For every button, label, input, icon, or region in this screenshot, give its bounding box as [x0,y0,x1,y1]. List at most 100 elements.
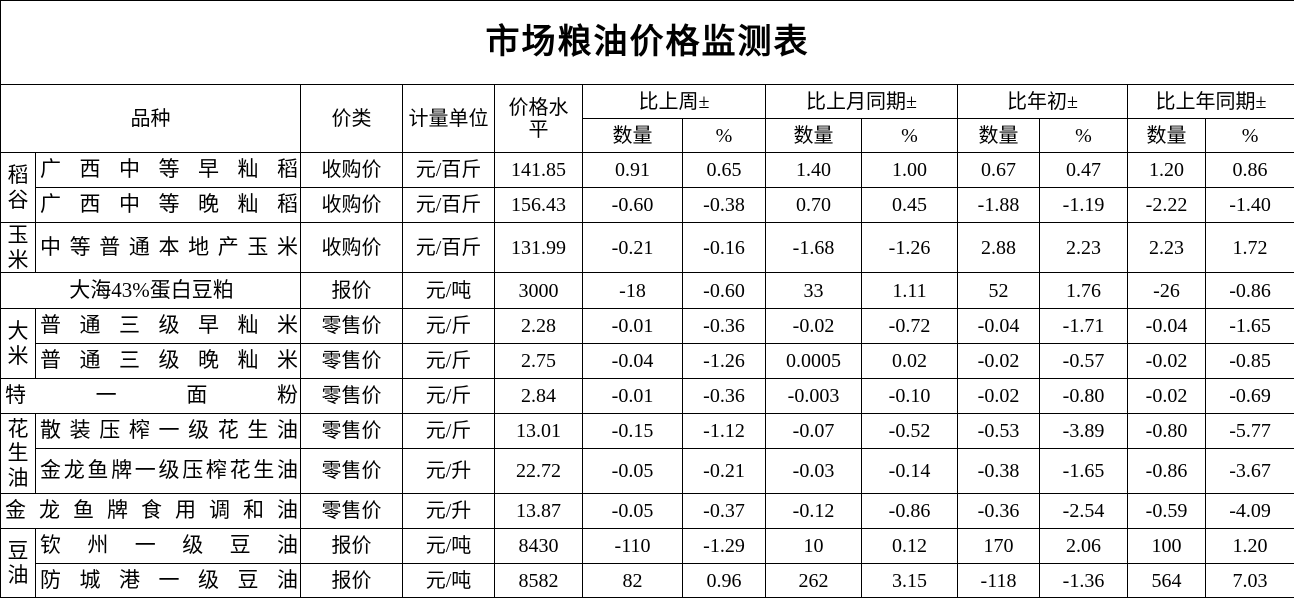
change-quantity: 33 [765,272,862,309]
change-quantity: -0.12 [765,493,862,529]
unit: 元/吨 [402,528,495,564]
price-type: 收购价 [300,222,403,273]
price-level: 2.84 [494,378,583,414]
category-label: 玉米 [0,222,36,273]
unit: 元/百斤 [402,222,495,273]
change-quantity: 82 [582,563,683,598]
change-quantity: -0.04 [1127,308,1206,344]
change-percent: -1.36 [1039,563,1128,598]
change-percent: 0.86 [1204,152,1294,188]
variety-name: 大海43%蛋白豆粕 [0,272,301,309]
header-group: 比年初± [957,84,1128,119]
variety-name: 广西中等晚籼稻 [35,187,301,223]
table-row: 玉米 中等普通本地产玉米 收购价 元/百斤 131.99 -0.21 -0.16 -1.68-… [0,222,1294,273]
header-quantity: 数量 [765,118,862,153]
price-type: 零售价 [300,493,403,529]
change-percent: 0.47 [1039,152,1128,188]
variety-name: 散装压榨一级花生油 [35,413,301,449]
change-percent: -0.85 [1204,343,1294,379]
change-quantity: 1.20 [1127,152,1206,188]
price-type: 收购价 [300,187,403,223]
price-level: 22.72 [494,448,583,494]
change-quantity: 10 [765,528,862,564]
variety-name: 广西中等早籼稻 [35,152,301,188]
unit: 元/升 [402,493,495,529]
change-quantity: 0.0005 [765,343,862,379]
change-quantity: -0.02 [1127,378,1206,414]
change-quantity: -0.02 [957,378,1040,414]
unit: 元/吨 [402,563,495,598]
change-percent: -0.86 [1204,272,1294,309]
change-percent: -0.16 [682,222,766,273]
price-level: 141.85 [494,152,583,188]
page-title: 市场粮油价格监测表 [0,0,1294,85]
header-percent: % [1039,118,1128,153]
unit: 元/斤 [402,308,495,344]
change-percent: -1.71 [1039,308,1128,344]
variety-name: 钦州一级豆油 [35,528,301,564]
unit: 元/斤 [402,343,495,379]
change-percent: -1.40 [1204,187,1294,223]
header-group: 比上月同期± [765,84,958,119]
price-level: 8430 [494,528,583,564]
header-quantity: 数量 [957,118,1040,153]
change-quantity: -0.60 [582,187,683,223]
table-row: 花生油 散装压榨一级花生油 零售价 元/斤 13.01 -0.15 -1.12 -0.07 -0… [0,413,1294,494]
change-quantity: -1.68 [765,222,862,273]
change-quantity: 52 [957,272,1040,309]
table-row: 广西中等晚籼稻 收购价 元/百斤 156.43 -0.60 -0.38 0.70 0.45 -1… [1,187,1294,223]
change-percent: 0.02 [861,343,958,379]
change-quantity: 0.91 [582,152,683,188]
change-quantity: -0.03 [765,448,862,494]
unit: 元/百斤 [402,187,495,223]
change-quantity: -0.02 [957,343,1040,379]
change-quantity: 0.70 [765,187,862,223]
variety-name: 金龙鱼牌食用调和油 [0,493,301,529]
change-percent: -0.37 [682,493,766,529]
change-percent: -1.65 [1039,448,1128,494]
price-level: 3000 [494,272,583,309]
change-quantity: 0.67 [957,152,1040,188]
change-quantity: -0.80 [1127,413,1206,449]
change-percent: -1.26 [682,343,766,379]
header-group: 比上周± [582,84,766,119]
change-percent: -5.77 [1204,413,1294,449]
change-quantity: 1.40 [765,152,862,188]
table-row: 防城港一级豆油 报价 元/吨 8582 82 0.96 262 3.15 -118 -1.36 56… [1,563,1294,598]
change-quantity: -2.22 [1127,187,1206,223]
change-percent: -0.38 [682,187,766,223]
change-percent: 1.76 [1039,272,1128,309]
change-quantity: -0.05 [582,493,683,529]
change-quantity: -0.86 [1127,448,1206,494]
unit: 元/斤 [402,378,495,414]
header-percent: % [1204,118,1294,153]
change-quantity: -0.003 [765,378,862,414]
table-row: 豆油 钦州一级豆油 报价 元/吨 8430 -110 -1.29 10 0.12 170 2.06 1… [0,528,1294,598]
change-percent: -1.26 [861,222,958,273]
change-quantity: 2.88 [957,222,1040,273]
change-percent: -0.36 [682,378,766,414]
change-percent: -0.10 [861,378,958,414]
price-type: 报价 [300,272,403,309]
price-type: 零售价 [300,343,403,379]
change-quantity: -0.15 [582,413,683,449]
unit: 元/吨 [402,272,495,309]
change-percent: -0.80 [1039,378,1128,414]
change-quantity: -0.59 [1127,493,1206,529]
change-quantity: 262 [765,563,862,598]
price-level: 8582 [494,563,583,598]
variety-name: 普通三级晚籼米 [35,343,301,379]
change-percent: 2.06 [1039,528,1128,564]
change-percent: -1.29 [682,528,766,564]
change-percent: 0.12 [861,528,958,564]
price-level: 2.28 [494,308,583,344]
change-percent: 0.65 [682,152,766,188]
change-percent: -1.12 [682,413,766,449]
header-percent: % [861,118,958,153]
change-percent: 7.03 [1204,563,1294,598]
change-quantity: -0.07 [765,413,862,449]
change-quantity: -0.01 [582,378,683,414]
variety-name: 特一面粉 [0,378,301,414]
price-type: 零售价 [300,378,403,414]
